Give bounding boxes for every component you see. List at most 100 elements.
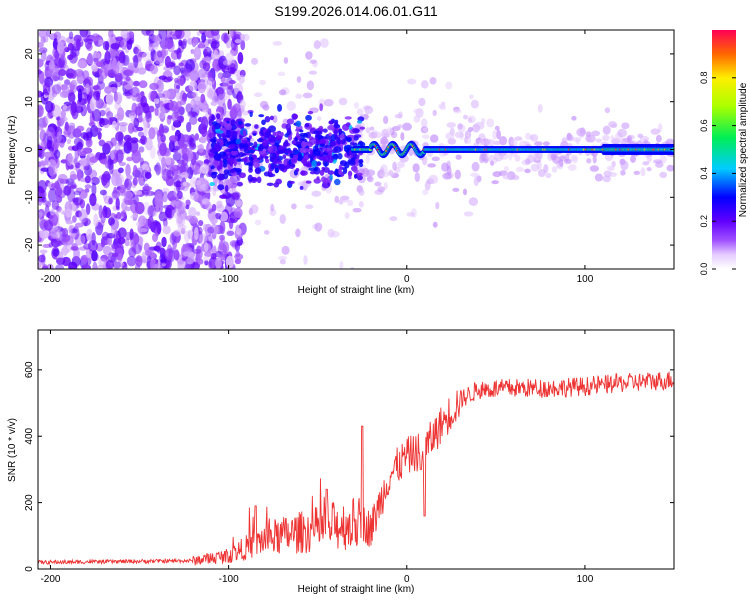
heatmap-cell bbox=[241, 110, 249, 116]
heatmap-cell bbox=[346, 137, 352, 142]
heatmap-cell bbox=[282, 154, 287, 160]
heatmap-cell bbox=[156, 79, 164, 94]
heatmap-cell bbox=[347, 170, 353, 177]
heatmap-cell bbox=[133, 54, 139, 68]
heatmap-cell bbox=[269, 136, 276, 144]
heatmap-cell bbox=[359, 162, 364, 168]
heatmap-cell bbox=[457, 123, 463, 130]
heatmap-cell bbox=[38, 179, 47, 194]
heatmap-cell bbox=[199, 233, 208, 246]
heatmap-cell bbox=[216, 173, 225, 181]
heatmap-cell bbox=[237, 121, 243, 125]
heatmap-cell bbox=[602, 125, 611, 135]
heatmap-cell bbox=[137, 227, 148, 233]
heatmap-cell bbox=[210, 165, 215, 170]
heatmap-cell bbox=[102, 40, 110, 51]
heatmap-cell bbox=[486, 118, 495, 128]
heatmap-cell bbox=[85, 83, 91, 95]
heatmap-cell bbox=[111, 172, 120, 187]
heatmap-cell bbox=[214, 161, 219, 167]
heatmap-cell bbox=[285, 123, 292, 132]
heatmap-cell bbox=[132, 80, 140, 87]
heatmap-cell bbox=[199, 184, 209, 190]
heatmap-cell bbox=[184, 264, 193, 269]
heatmap-cell bbox=[314, 134, 323, 139]
heatmap-cell bbox=[286, 101, 296, 111]
heatmap-cell bbox=[429, 77, 437, 85]
heatmap-cell bbox=[188, 115, 198, 125]
heatmap-cell bbox=[78, 189, 88, 200]
heatmap-cell bbox=[110, 42, 120, 50]
heatmap-cell bbox=[226, 157, 235, 165]
heatmap-cell bbox=[119, 81, 128, 86]
heatmap-cell bbox=[312, 149, 321, 156]
heatmap-cell bbox=[250, 57, 259, 65]
heatmap-cell bbox=[70, 183, 78, 190]
heatmap-cell bbox=[38, 104, 44, 118]
heatmap-cell bbox=[225, 123, 232, 131]
heatmap-cell bbox=[127, 62, 135, 77]
heatmap-cell bbox=[608, 171, 618, 178]
heatmap-cell bbox=[171, 111, 181, 123]
heatmap-cell bbox=[111, 242, 119, 250]
heatmap-cell bbox=[268, 173, 276, 177]
heatmap-cell bbox=[308, 167, 317, 172]
heatmap-cell bbox=[244, 157, 248, 162]
heatmap-cell bbox=[561, 137, 568, 144]
heatmap-cell bbox=[67, 188, 76, 203]
heatmap-cell bbox=[108, 197, 113, 205]
heatmap-cell bbox=[453, 109, 462, 114]
heatmap-cell bbox=[98, 139, 106, 147]
heatmap-cell bbox=[157, 50, 163, 58]
heatmap-cell bbox=[334, 168, 339, 176]
snr-series-line bbox=[38, 371, 674, 566]
heatmap-cell bbox=[351, 156, 356, 163]
heatmap-cell bbox=[58, 69, 67, 77]
heatmap-cell bbox=[162, 191, 168, 203]
heatmap-cell bbox=[123, 77, 134, 90]
heatmap-cell bbox=[220, 249, 228, 261]
y-tick-label: -20 bbox=[24, 237, 35, 252]
heatmap-cell bbox=[299, 129, 304, 133]
heatmap-cell bbox=[431, 156, 440, 162]
heatmap-cell bbox=[291, 203, 297, 210]
heatmap-cell bbox=[594, 173, 604, 182]
heatmap-cell bbox=[171, 199, 177, 206]
heatmap-cell bbox=[290, 157, 298, 164]
heatmap-cell bbox=[496, 129, 502, 140]
heatmap-cell bbox=[120, 210, 127, 218]
heatmap-cell bbox=[150, 221, 156, 233]
heatmap-cell bbox=[420, 118, 428, 128]
heatmap-cell bbox=[110, 223, 116, 236]
heatmap-cell bbox=[39, 249, 48, 254]
heatmap-cell bbox=[463, 211, 474, 217]
heatmap-cell bbox=[98, 66, 108, 80]
heatmap-cell bbox=[133, 117, 140, 129]
heatmap-cell bbox=[187, 110, 198, 118]
heatmap-cell bbox=[334, 178, 341, 186]
heatmap-cell bbox=[137, 131, 144, 138]
heatmap-cell bbox=[199, 83, 206, 90]
heatmap-cell bbox=[530, 134, 539, 142]
heatmap-cell bbox=[295, 93, 303, 99]
heatmap-cell bbox=[567, 164, 577, 171]
heatmap-cell bbox=[218, 240, 224, 251]
heatmap-cell bbox=[139, 157, 144, 165]
heatmap-cell bbox=[283, 160, 288, 166]
heatmap-cell bbox=[143, 242, 150, 253]
heatmap-cell bbox=[278, 89, 287, 96]
heatmap-cell bbox=[216, 165, 221, 171]
heatmap-cell bbox=[163, 127, 169, 133]
heatmap-cell bbox=[80, 150, 87, 156]
heatmap-cell bbox=[200, 116, 209, 131]
heatmap-cell bbox=[610, 135, 615, 140]
heatmap-cell bbox=[219, 139, 224, 147]
heatmap-cell bbox=[122, 91, 132, 97]
heatmap-cell bbox=[80, 254, 89, 264]
heatmap-cell bbox=[95, 98, 105, 109]
heatmap-cell bbox=[97, 39, 105, 46]
heatmap-cell bbox=[211, 246, 217, 254]
heatmap-cell bbox=[388, 169, 394, 176]
heatmap-cell bbox=[74, 162, 81, 169]
heatmap-cell bbox=[204, 223, 213, 237]
